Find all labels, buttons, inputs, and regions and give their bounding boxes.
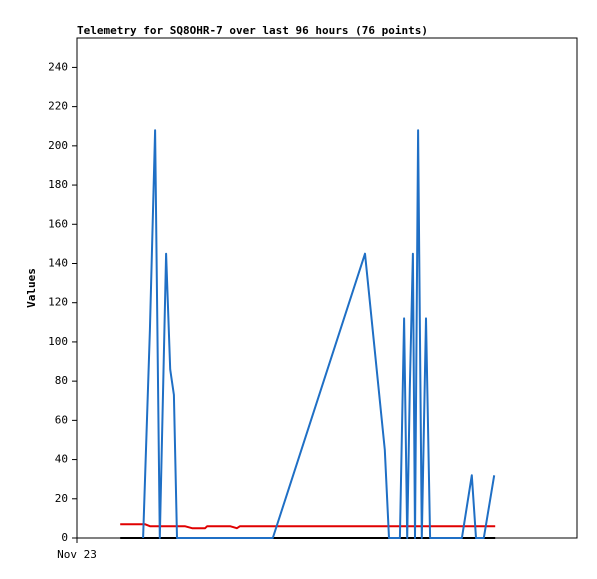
y-tick-label: 80 bbox=[55, 374, 68, 387]
plot-frame bbox=[76, 37, 578, 539]
y-tick-label: 120 bbox=[48, 296, 68, 309]
y-tick-label: 180 bbox=[48, 178, 68, 191]
y-axis-label: Values bbox=[25, 268, 38, 308]
series-line bbox=[142, 129, 496, 539]
y-tick-label: 20 bbox=[55, 492, 68, 505]
y-tick-label: 220 bbox=[48, 100, 68, 113]
x-tick-label: Nov 23 bbox=[57, 548, 97, 561]
y-tick-label: 0 bbox=[61, 531, 68, 544]
series-line bbox=[120, 523, 496, 530]
chart-title: Telemetry for SQ8OHR-7 over last 96 hour… bbox=[77, 24, 428, 37]
y-tick-label: 200 bbox=[48, 139, 68, 152]
y-tick-label: 40 bbox=[55, 453, 68, 466]
y-tick-label: 140 bbox=[48, 256, 68, 269]
y-tick-label: 160 bbox=[48, 217, 68, 230]
y-tick-label: 240 bbox=[48, 60, 68, 73]
y-tick-label: 100 bbox=[48, 335, 68, 348]
y-tick-label: 60 bbox=[55, 413, 68, 426]
